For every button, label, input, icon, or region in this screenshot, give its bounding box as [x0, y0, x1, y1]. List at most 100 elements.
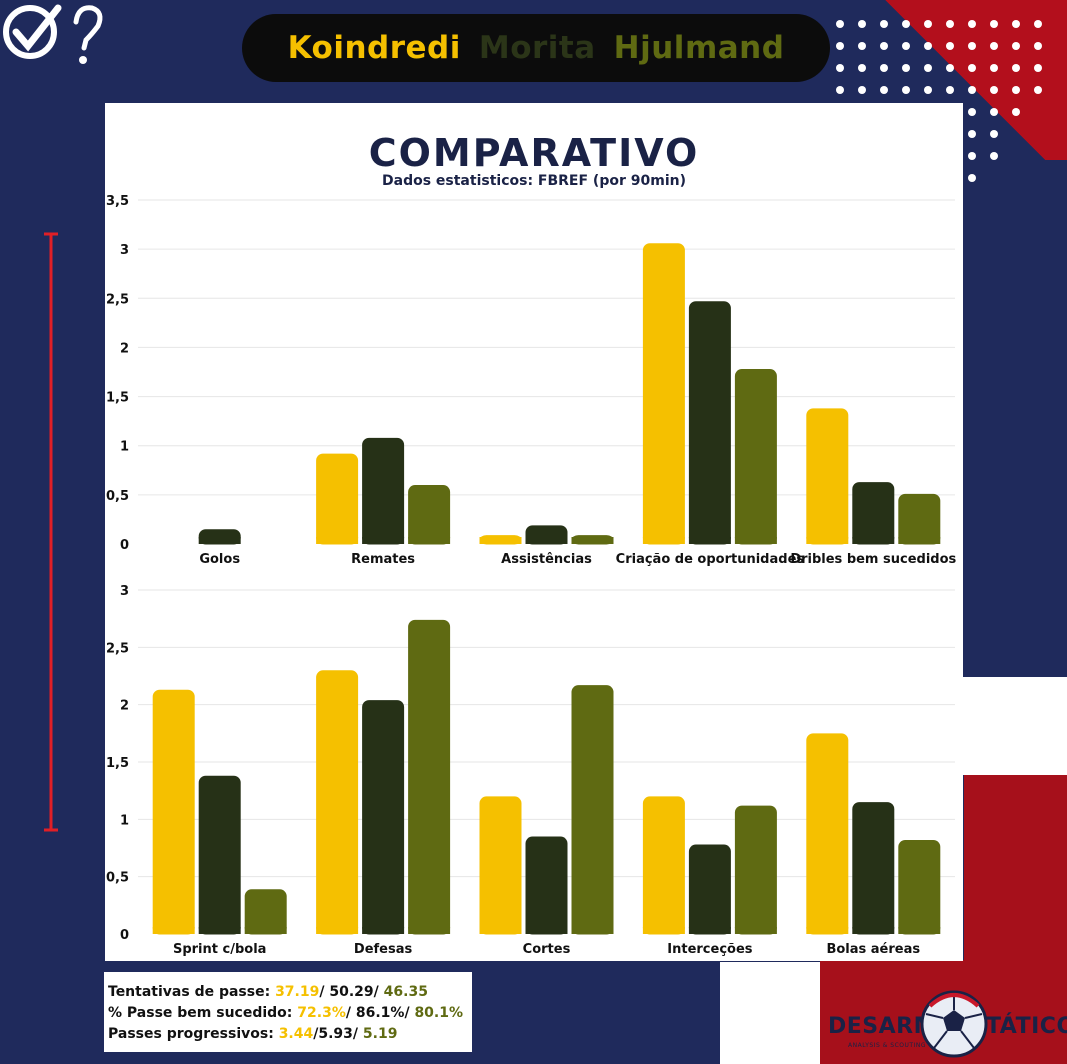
- bar: [898, 493, 941, 545]
- dot: [968, 42, 976, 50]
- bar: [525, 836, 568, 935]
- dot: [1012, 108, 1020, 116]
- bar: [642, 243, 685, 545]
- bar-base: [525, 537, 568, 544]
- dot: [990, 152, 998, 160]
- y-tick-label: 0: [120, 538, 129, 553]
- dot: [946, 42, 954, 50]
- y-tick-label: 0: [120, 928, 129, 943]
- dot: [1012, 42, 1020, 50]
- bar-base: [198, 537, 241, 544]
- white-block-decoration: [962, 677, 1067, 775]
- y-tick-label: 0,5: [106, 871, 129, 886]
- dot: [968, 64, 976, 72]
- y-tick-label: 0,5: [106, 489, 129, 504]
- dot: [858, 64, 866, 72]
- brand-right-text: TÁTICO: [986, 1014, 1067, 1039]
- bar: [806, 733, 849, 935]
- bar: [316, 670, 359, 935]
- dot: [990, 86, 998, 94]
- bar-base: [198, 927, 241, 934]
- dot: [990, 108, 998, 116]
- dot: [836, 86, 844, 94]
- dot: [968, 20, 976, 28]
- dot: [902, 20, 910, 28]
- dot: [880, 64, 888, 72]
- bar-base: [571, 927, 614, 934]
- player-name-2: Morita: [478, 30, 596, 66]
- bar-base: [852, 537, 895, 544]
- dot: [990, 64, 998, 72]
- dot: [1034, 42, 1042, 50]
- bar: [198, 775, 241, 935]
- bar: [362, 437, 405, 545]
- dot: [968, 152, 976, 160]
- category-label: Criação de oportunidades: [616, 552, 805, 567]
- y-tick-label: 2,5: [106, 292, 129, 307]
- bar-base: [244, 927, 287, 934]
- dot: [968, 174, 976, 182]
- category-label: Remates: [351, 552, 415, 567]
- bar: [852, 482, 895, 545]
- bar-base: [806, 537, 849, 544]
- player-name-1: Koindredi: [287, 30, 461, 66]
- category-label: Golos: [199, 552, 240, 567]
- y-tick-label: 1,5: [106, 391, 129, 406]
- y-tick-label: 2: [120, 341, 129, 356]
- dot: [990, 130, 998, 138]
- player-name-3: Hjulmand: [613, 30, 785, 66]
- bar: [479, 796, 522, 935]
- category-label: Cortes: [523, 942, 571, 957]
- dot: [1012, 86, 1020, 94]
- bar: [688, 301, 731, 545]
- bar-base: [362, 927, 405, 934]
- dot: [902, 42, 910, 50]
- dot: [1034, 20, 1042, 28]
- dot: [946, 20, 954, 28]
- y-tick-label: 3: [120, 584, 129, 599]
- dot: [924, 42, 932, 50]
- bar-base: [734, 927, 777, 934]
- white-strip-decoration: [720, 962, 820, 1064]
- dot: [880, 86, 888, 94]
- dot: [858, 42, 866, 50]
- dot: [858, 20, 866, 28]
- y-tick-label: 2,5: [106, 641, 129, 656]
- y-tick-label: 3: [120, 243, 129, 258]
- bar-charts: 0 0,5 1 1,5 2 2,5 3 3,5 Golos Remates Assistências…: [106, 194, 957, 957]
- dot: [836, 20, 844, 28]
- bar: [734, 805, 777, 935]
- dot: [968, 108, 976, 116]
- bar: [408, 485, 451, 545]
- pass-stat-row: Tentativas de passe: 37.19/ 50.29/ 46.35: [108, 984, 428, 1000]
- bar-base: [362, 537, 405, 544]
- y-tick-label: 1: [120, 440, 129, 455]
- bar-base: [642, 537, 685, 544]
- bar-base: [688, 927, 731, 934]
- bar: [362, 700, 405, 935]
- pass-stat-row: % Passe bem sucedido: 72.3%/ 86.1%/ 80.1…: [108, 1005, 464, 1021]
- bar-base: [479, 927, 522, 934]
- dot: [968, 130, 976, 138]
- dot: [990, 20, 998, 28]
- players-title-pill: Koindredi Morita Hjulmand: [242, 14, 830, 82]
- dot: [990, 42, 998, 50]
- pass-stats-box: Tentativas de passe: 37.19/ 50.29/ 46.35…: [104, 972, 472, 1052]
- y-tick-label: 1,5: [106, 756, 129, 771]
- check-question-icon: [3, 4, 103, 64]
- bar: [408, 619, 451, 935]
- chart-subtitle: Dados estatisticos: FBREF (por 90min): [382, 173, 686, 189]
- bar-base: [479, 537, 522, 544]
- brand-logo: DESARME TÁTICO ANALYSIS & SCOUTING: [826, 984, 1067, 1062]
- red-ruler-decoration: [44, 232, 58, 832]
- bar: [316, 453, 359, 545]
- bar-base: [852, 927, 895, 934]
- bar-base: [688, 537, 731, 544]
- bar: [152, 689, 195, 935]
- chart-title: COMPARATIVO: [368, 131, 700, 175]
- bar-base: [408, 537, 451, 544]
- dot: [946, 64, 954, 72]
- brand-subtitle: ANALYSIS & SCOUTING: [848, 1042, 926, 1049]
- bar-base: [316, 927, 359, 934]
- dot: [880, 20, 888, 28]
